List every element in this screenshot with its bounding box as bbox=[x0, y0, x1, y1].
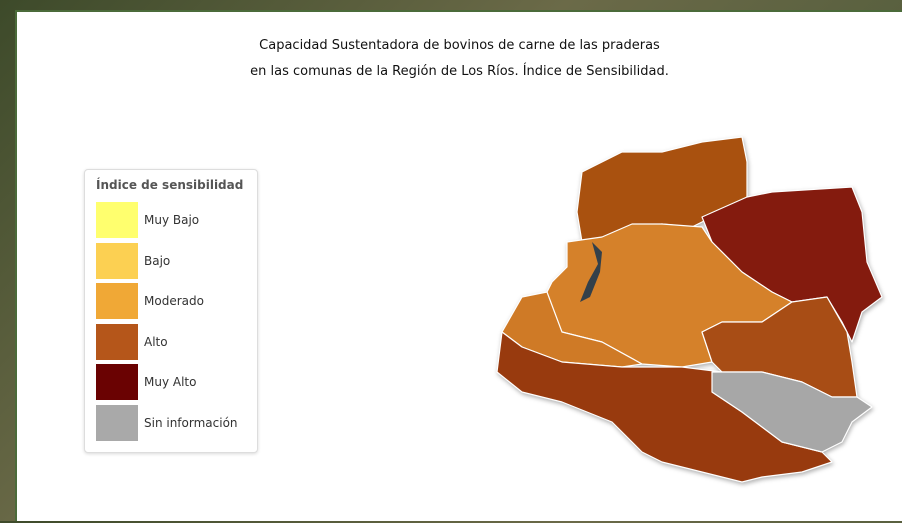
map bbox=[17, 12, 902, 523]
page: Capacidad Sustentadora de bovinos de car… bbox=[0, 0, 902, 521]
map-panel: Capacidad Sustentadora de bovinos de car… bbox=[15, 10, 902, 521]
